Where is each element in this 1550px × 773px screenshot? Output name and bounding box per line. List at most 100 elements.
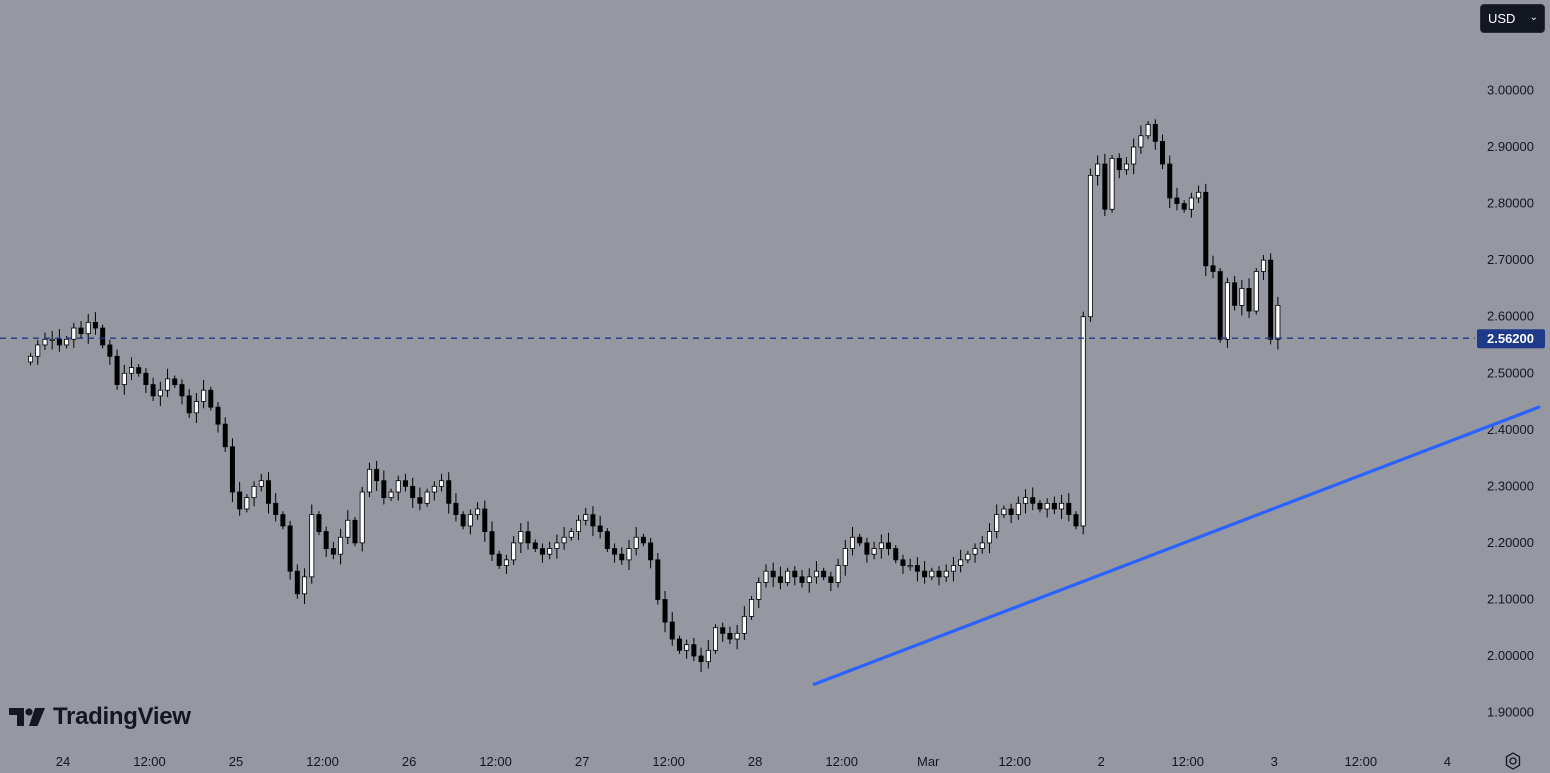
candle-down-body xyxy=(186,395,192,414)
x-axis-tick-label: 12:00 xyxy=(998,754,1031,769)
candle-up-body xyxy=(1239,288,1245,306)
candle xyxy=(684,639,690,659)
candle-up-body xyxy=(1087,174,1093,318)
candle-up-body xyxy=(979,542,985,549)
candle xyxy=(864,537,870,563)
candle xyxy=(1008,503,1014,524)
candle xyxy=(1268,253,1274,345)
y-axis-tick-label: 2.90000 xyxy=(1487,139,1534,154)
candle-down-body xyxy=(936,570,942,578)
x-axis-tick-label: 27 xyxy=(575,754,589,769)
candle-down-body xyxy=(864,542,870,555)
candle xyxy=(388,488,394,502)
candle-up-body xyxy=(165,378,171,391)
candle xyxy=(1123,157,1129,175)
candle-down-body xyxy=(489,531,495,555)
candle xyxy=(179,379,185,405)
candle xyxy=(1188,192,1194,218)
candle-up-body xyxy=(302,576,308,595)
candle xyxy=(1080,311,1086,535)
candle-up-body xyxy=(1196,191,1202,199)
candle xyxy=(42,332,48,351)
candle-down-body xyxy=(381,480,387,499)
candle-up-body xyxy=(813,570,819,578)
candle xyxy=(1073,511,1079,530)
candle xyxy=(568,528,574,541)
candle-up-body xyxy=(1095,163,1101,176)
current-price-label-bg xyxy=(1477,329,1545,349)
candle xyxy=(114,349,120,390)
candle-down-body xyxy=(821,570,827,578)
candle-up-body xyxy=(1059,502,1065,510)
gear-icon[interactable] xyxy=(1503,751,1523,771)
candle xyxy=(849,527,855,556)
candle-up-body xyxy=(633,536,639,549)
candle-up-body xyxy=(835,565,841,583)
candle xyxy=(1246,278,1252,318)
tradingview-wordmark: TradingView xyxy=(53,703,191,730)
candle xyxy=(1145,121,1151,140)
candle-down-body xyxy=(215,406,221,425)
trendline[interactable] xyxy=(812,405,1541,686)
candle-down-body xyxy=(676,638,682,651)
candle xyxy=(78,321,84,339)
candle-up-body xyxy=(1023,497,1029,504)
candle-down-body xyxy=(1008,508,1014,516)
candle-up-body xyxy=(431,485,437,493)
candle-down-body xyxy=(1268,259,1274,340)
candle xyxy=(330,541,336,560)
candle-down-body xyxy=(1030,497,1036,504)
candle xyxy=(633,527,639,556)
chevron-down-icon: ⌄ xyxy=(1529,12,1538,23)
candle-down-body xyxy=(417,497,423,504)
candle-down-body xyxy=(100,327,106,346)
candle xyxy=(626,540,632,571)
candle-down-body xyxy=(316,514,322,532)
candle-up-body xyxy=(511,542,517,561)
candle-down-body xyxy=(1167,163,1173,199)
candle-down-body xyxy=(1037,502,1043,510)
candle xyxy=(950,557,956,582)
candle xyxy=(914,557,920,582)
candle xyxy=(186,389,192,418)
candle xyxy=(1253,268,1259,315)
candle-up-body xyxy=(157,389,163,397)
candle-down-body xyxy=(777,576,783,583)
candle xyxy=(741,606,747,641)
candle-down-body xyxy=(539,548,545,555)
candle-up-body xyxy=(1275,304,1281,340)
candle xyxy=(857,533,863,547)
candle xyxy=(352,516,358,547)
candle-up-body xyxy=(1123,163,1129,171)
candle-down-body xyxy=(136,367,142,374)
candle-down-body xyxy=(1174,197,1180,205)
candle xyxy=(302,568,308,604)
candle-up-body xyxy=(1145,124,1151,137)
candle-down-body xyxy=(922,570,928,578)
candle-up-body xyxy=(395,480,401,493)
candle xyxy=(201,380,207,409)
candle-up-body xyxy=(49,338,55,341)
candle-down-body xyxy=(410,485,416,499)
candle xyxy=(842,540,848,576)
candle xyxy=(215,402,221,433)
candle xyxy=(929,567,935,581)
candle xyxy=(460,511,466,530)
candle xyxy=(273,493,279,522)
candle-up-body xyxy=(1188,197,1194,210)
candle xyxy=(1044,498,1050,518)
current-price-label: 2.56200 xyxy=(1487,331,1534,346)
currency-selector[interactable]: USD ⌄ xyxy=(1480,4,1545,33)
candle xyxy=(986,523,992,554)
candle-up-body xyxy=(554,542,560,549)
candle xyxy=(576,515,582,541)
candle-down-body xyxy=(229,446,235,493)
candle-down-body xyxy=(287,525,293,572)
candle-down-body xyxy=(1102,163,1108,210)
candle xyxy=(35,339,41,365)
y-axis-tick-label: 2.50000 xyxy=(1487,365,1534,380)
candle xyxy=(1217,268,1223,343)
candle xyxy=(496,550,502,569)
candle-down-body xyxy=(56,338,62,346)
